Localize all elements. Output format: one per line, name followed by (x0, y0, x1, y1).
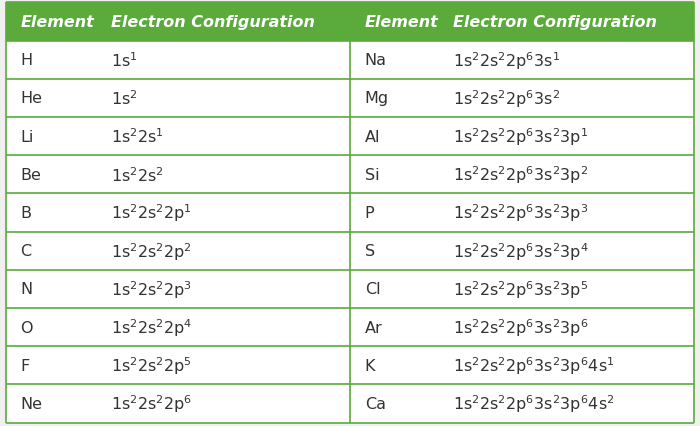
Text: S: S (365, 244, 375, 259)
Bar (6, 232, 694, 270)
Text: H: H (20, 53, 33, 68)
Bar (6, 3, 694, 41)
Text: Electron Configuration: Electron Configuration (111, 15, 315, 30)
Text: Li: Li (20, 130, 34, 144)
Bar (6, 346, 694, 385)
Text: Si: Si (365, 167, 379, 182)
Text: 1s$^1$: 1s$^1$ (111, 51, 138, 70)
Text: 1s$^2$2s$^2$2p$^4$: 1s$^2$2s$^2$2p$^4$ (111, 317, 192, 338)
Text: N: N (20, 282, 33, 296)
Text: B: B (20, 205, 32, 221)
Text: O: O (20, 320, 33, 335)
Bar (6, 118, 694, 156)
Text: Electron Configuration: Electron Configuration (454, 15, 657, 30)
Text: 1s$^2$2s$^1$: 1s$^2$2s$^1$ (111, 127, 164, 146)
Text: Na: Na (365, 53, 387, 68)
Text: K: K (365, 358, 375, 373)
Text: 1s$^2$2s$^2$2p$^3$: 1s$^2$2s$^2$2p$^3$ (111, 278, 192, 300)
Bar (6, 385, 694, 423)
Text: Cl: Cl (365, 282, 381, 296)
Text: C: C (20, 244, 32, 259)
Text: 1s$^2$2s$^2$2p$^6$3s$^2$3p$^4$: 1s$^2$2s$^2$2p$^6$3s$^2$3p$^4$ (454, 240, 589, 262)
Text: P: P (365, 205, 374, 221)
Text: Ca: Ca (365, 396, 386, 411)
Text: 1s$^2$2s$^2$2p$^1$: 1s$^2$2s$^2$2p$^1$ (111, 202, 192, 224)
Text: Ar: Ar (365, 320, 383, 335)
Text: 1s$^2$2s$^2$2p$^6$3s$^2$3p$^6$4s$^2$: 1s$^2$2s$^2$2p$^6$3s$^2$3p$^6$4s$^2$ (454, 393, 615, 414)
Text: Mg: Mg (365, 91, 389, 106)
Text: 1s$^2$2s$^2$2p$^6$3s$^2$3p$^5$: 1s$^2$2s$^2$2p$^6$3s$^2$3p$^5$ (454, 278, 589, 300)
Text: 1s$^2$2s$^2$2p$^6$3s$^2$3p$^1$: 1s$^2$2s$^2$2p$^6$3s$^2$3p$^1$ (454, 126, 589, 148)
Text: 1s$^2$2s$^2$2p$^5$: 1s$^2$2s$^2$2p$^5$ (111, 354, 192, 376)
Text: Element: Element (365, 15, 439, 30)
Text: 1s$^2$2s$^2$2p$^6$3s$^2$: 1s$^2$2s$^2$2p$^6$3s$^2$ (454, 88, 561, 109)
Bar (6, 156, 694, 194)
Text: Al: Al (365, 130, 380, 144)
Text: 1s$^2$2s$^2$2p$^6$3s$^2$3p$^2$: 1s$^2$2s$^2$2p$^6$3s$^2$3p$^2$ (454, 164, 589, 186)
Text: 1s$^2$2s$^2$2p$^6$3s$^2$3p$^6$: 1s$^2$2s$^2$2p$^6$3s$^2$3p$^6$ (454, 317, 589, 338)
Text: 1s$^2$2s$^2$2p$^6$3s$^2$3p$^6$4s$^1$: 1s$^2$2s$^2$2p$^6$3s$^2$3p$^6$4s$^1$ (454, 354, 615, 376)
Text: F: F (20, 358, 29, 373)
Bar (6, 270, 694, 308)
Text: Be: Be (20, 167, 41, 182)
Text: Element: Element (20, 15, 94, 30)
Text: 1s$^2$2s$^2$2p$^6$: 1s$^2$2s$^2$2p$^6$ (111, 393, 192, 414)
Text: Ne: Ne (20, 396, 43, 411)
Bar (6, 41, 694, 80)
Text: He: He (20, 91, 43, 106)
Text: 1s$^2$2s$^2$2p$^2$: 1s$^2$2s$^2$2p$^2$ (111, 240, 192, 262)
Text: 1s$^2$2s$^2$: 1s$^2$2s$^2$ (111, 166, 164, 184)
Text: 1s$^2$2s$^2$2p$^6$3s$^2$3p$^3$: 1s$^2$2s$^2$2p$^6$3s$^2$3p$^3$ (454, 202, 589, 224)
Text: 1s$^2$2s$^2$2p$^6$3s$^1$: 1s$^2$2s$^2$2p$^6$3s$^1$ (454, 50, 561, 72)
Bar (6, 194, 694, 232)
Text: 1s$^2$: 1s$^2$ (111, 89, 138, 108)
Bar (6, 80, 694, 118)
Bar (6, 308, 694, 346)
